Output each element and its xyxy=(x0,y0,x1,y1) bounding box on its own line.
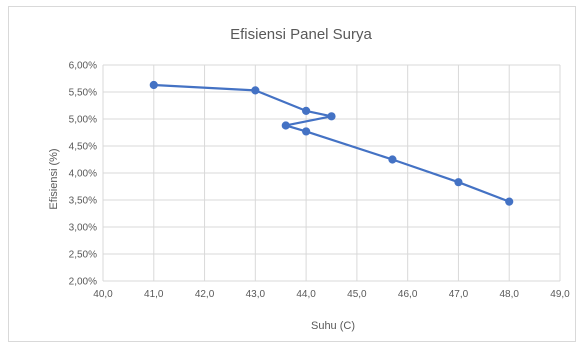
data-markers xyxy=(149,80,514,206)
data-point xyxy=(454,178,463,187)
y-tick-label: 5,00% xyxy=(69,115,97,126)
data-point xyxy=(505,197,514,206)
x-tick-label: 40,0 xyxy=(93,289,113,300)
y-tick-label: 6,00% xyxy=(69,61,97,72)
y-tick-label: 2,50% xyxy=(69,250,97,261)
y-tick-label: 3,50% xyxy=(69,196,97,207)
data-point xyxy=(251,86,260,95)
data-point xyxy=(388,155,397,164)
y-axis-ticks: 2,00% 2,50% 3,00% 3,50% 4,00% 4,50% 5,00% 5,50%… xyxy=(69,61,97,288)
chart-title: Efisiensi Panel Surya xyxy=(230,26,372,43)
y-tick-label: 4,50% xyxy=(69,142,97,153)
data-point xyxy=(149,80,158,90)
y-tick-label: 4,00% xyxy=(69,169,97,180)
data-point xyxy=(302,127,311,136)
x-axis-ticks: 40,0 41,0 42,0 43,0 44,0 45,0 46,0 47,0 48,0 49,0 xyxy=(93,289,570,300)
data-point xyxy=(327,112,336,121)
x-tick-label: 45,0 xyxy=(347,289,367,300)
x-axis-title: Suhu (C) xyxy=(311,320,355,332)
y-axis-title: Efisiensi (%) xyxy=(48,148,60,209)
gridlines xyxy=(102,64,561,282)
x-tick-label: 42,0 xyxy=(195,289,215,300)
chart-area: Efisiensi Panel Surya 2,00% 2,50% 3,00% 3,5… xyxy=(8,6,576,342)
x-tick-label: 41,0 xyxy=(144,289,164,300)
x-tick-label: 47,0 xyxy=(449,289,469,300)
y-tick-label: 3,00% xyxy=(69,223,97,234)
x-tick-label: 49,0 xyxy=(550,289,570,300)
y-tick-label: 5,50% xyxy=(69,88,97,99)
x-tick-label: 48,0 xyxy=(499,289,519,300)
data-point xyxy=(281,121,290,130)
x-tick-label: 44,0 xyxy=(296,289,316,300)
y-tick-label: 2,00% xyxy=(69,277,97,288)
line-chart: Efisiensi Panel Surya 2,00% 2,50% 3,00% 3,5… xyxy=(48,26,570,332)
x-tick-label: 46,0 xyxy=(398,289,418,300)
data-point xyxy=(302,106,311,116)
x-tick-label: 43,0 xyxy=(246,289,266,300)
